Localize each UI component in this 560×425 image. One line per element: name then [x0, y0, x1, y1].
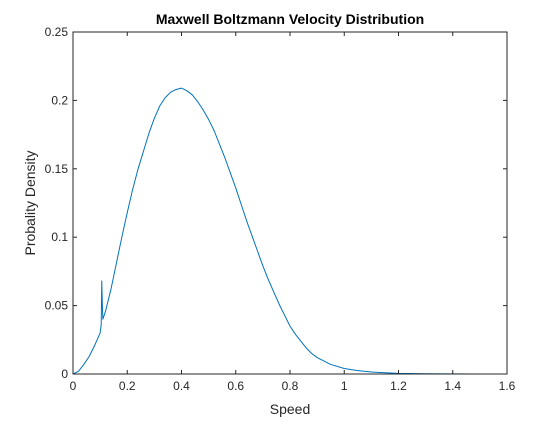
x-tick-label: 1.4	[444, 379, 461, 393]
y-tick-label: 0.25	[45, 25, 69, 39]
y-tick-label: 0.05	[45, 299, 69, 313]
chart-title: Maxwell Boltzmann Velocity Distribution	[156, 11, 424, 27]
x-tick-label: 1	[341, 379, 348, 393]
x-tick-label: 0.8	[282, 379, 299, 393]
x-tick-label: 0.4	[173, 379, 190, 393]
x-tick-label: 0.2	[119, 379, 136, 393]
y-tick-label: 0.15	[45, 162, 69, 176]
y-tick-label: 0.2	[51, 93, 68, 107]
axes-layer: 0 0.2 0.4 0.6 0.8 1 1.2 1.4 1.6 0 0.05 0.1 0.15 0.2 0.…	[45, 25, 516, 393]
x-tick-label: 0.6	[227, 379, 244, 393]
y-axis-label: Probality Density	[22, 150, 38, 255]
data-layer	[72, 87, 494, 375]
series-line-0	[72, 87, 494, 375]
x-tick-label: 1.2	[390, 379, 407, 393]
x-tick-label: 1.6	[499, 379, 516, 393]
y-tick-label: 0	[61, 367, 68, 381]
x-tick-label: 0	[70, 379, 77, 393]
x-axis-label: Speed	[270, 401, 310, 417]
y-tick-label: 0.1	[51, 230, 68, 244]
plot-area-background	[73, 32, 507, 374]
